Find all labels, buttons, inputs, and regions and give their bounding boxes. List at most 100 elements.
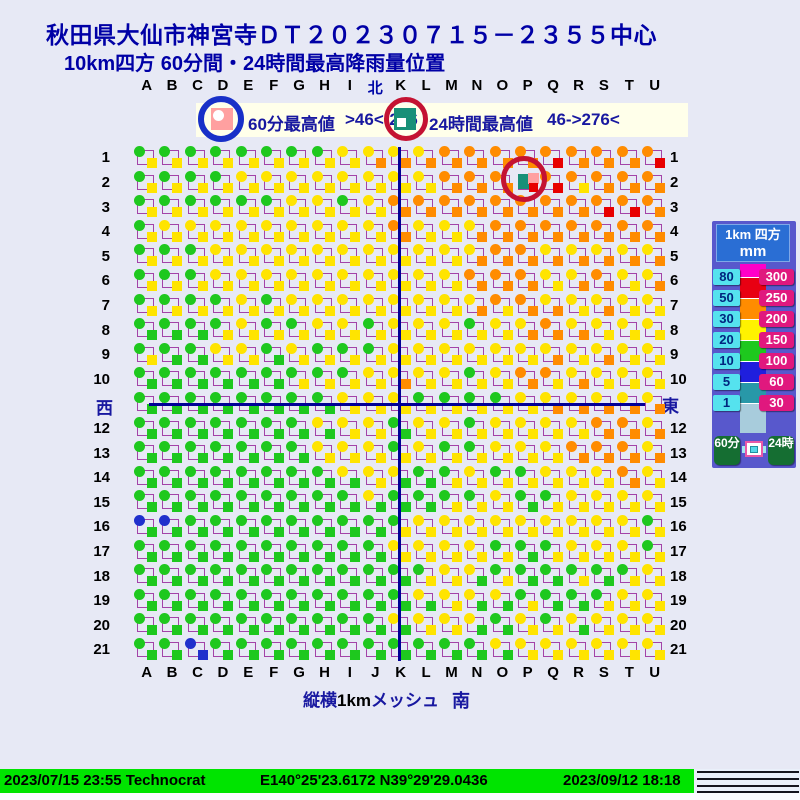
- cell-circle-marker: [261, 342, 272, 354]
- grid-cell: [438, 564, 464, 589]
- cell-circle-marker: [616, 490, 628, 502]
- cell-outline: [289, 322, 307, 338]
- grid-cell: [489, 244, 515, 269]
- grid-cell: [413, 146, 438, 171]
- cell-outline: [518, 223, 535, 239]
- cell-outline: [162, 543, 180, 559]
- cell-square-marker: [147, 625, 157, 636]
- cell-square-marker: [426, 207, 437, 218]
- column-label-bottom: M: [445, 664, 458, 681]
- grid-cell: [642, 195, 667, 220]
- cell-circle-marker: [413, 539, 425, 551]
- cell-square-marker: [477, 600, 488, 611]
- cell-outline: [594, 297, 612, 313]
- cell-circle-marker: [642, 539, 653, 551]
- cell-outline: [289, 519, 307, 534]
- grid-cell: [540, 146, 565, 171]
- cell-outline: [645, 519, 662, 534]
- grid-cell: [184, 195, 210, 220]
- grid-cell: [362, 613, 388, 638]
- cell-circle-marker: [565, 638, 577, 649]
- cell-square-marker: [324, 625, 335, 636]
- cell-square-marker: [350, 231, 361, 242]
- cell-square-marker: [629, 330, 640, 341]
- cell-circle-marker: [388, 392, 399, 403]
- cell-square-marker: [248, 231, 259, 242]
- cell-circle-marker: [134, 441, 145, 453]
- scale-chip-60min: 1: [713, 395, 740, 411]
- cell-circle-marker: [489, 318, 501, 330]
- cell-outline: [314, 371, 332, 387]
- cell-square-marker: [655, 281, 665, 291]
- cell-outline: [416, 445, 434, 461]
- cell-square-marker: [197, 207, 208, 218]
- cell-outline: [619, 420, 637, 436]
- cell-circle-marker: [591, 293, 603, 305]
- cell-square-marker: [426, 305, 437, 316]
- cell-outline: [238, 469, 256, 485]
- cell-outline: [162, 174, 180, 190]
- cell-square-marker: [578, 428, 589, 439]
- cell-circle-marker: [311, 564, 323, 576]
- cell-square-marker: [350, 650, 361, 660]
- cell-outline: [289, 568, 307, 584]
- cell-outline: [238, 519, 256, 534]
- cell-circle-marker: [210, 342, 222, 354]
- cell-square-marker: [451, 305, 462, 316]
- cell-outline: [645, 642, 662, 657]
- cell-square-marker: [223, 330, 234, 341]
- cell-square-marker: [274, 231, 284, 242]
- cell-square-marker: [299, 477, 310, 488]
- cell-square-marker: [451, 453, 462, 464]
- cell-outline: [162, 322, 180, 338]
- cell-outline: [645, 273, 662, 288]
- cell-outline: [467, 469, 485, 485]
- cell-square-marker: [655, 231, 665, 242]
- cell-square-marker: [375, 600, 386, 611]
- cell-circle-marker: [311, 490, 323, 502]
- cell-square-marker: [401, 551, 411, 562]
- cell-square-marker: [528, 600, 538, 611]
- grid-cell: [438, 342, 464, 368]
- cell-circle-marker: [591, 219, 603, 231]
- column-label-bottom: S: [598, 664, 609, 681]
- cell-outline: [467, 371, 485, 387]
- cell-square-marker: [147, 404, 157, 414]
- cell-outline: [492, 223, 510, 239]
- cell-outline: [289, 174, 307, 190]
- cell-circle-marker: [337, 564, 349, 576]
- grid-cell: [134, 146, 159, 171]
- cell-circle-marker: [159, 269, 171, 280]
- cell-outline: [365, 346, 383, 362]
- cell-circle-marker: [210, 392, 222, 403]
- cell-square-marker: [248, 158, 259, 168]
- grid-cell: [337, 613, 362, 638]
- cell-circle-marker: [210, 638, 222, 649]
- cell-outline: [314, 199, 332, 215]
- cell-circle-marker: [210, 588, 222, 600]
- cell-outline: [594, 494, 612, 510]
- cell-outline: [492, 445, 510, 461]
- cell-circle-marker: [642, 342, 653, 354]
- cell-outline: [264, 346, 281, 362]
- grid-cell: [413, 564, 438, 589]
- cell-outline: [187, 543, 205, 559]
- grid-cell: [210, 638, 235, 663]
- cell-square-marker: [375, 453, 386, 464]
- cell-outline: [568, 617, 586, 633]
- cell-outline: [441, 248, 459, 264]
- cell-circle-marker: [286, 588, 298, 600]
- cell-circle-marker: [489, 613, 501, 625]
- cell-circle-marker: [413, 465, 425, 477]
- cell-square-marker: [274, 305, 284, 316]
- cell-outline: [543, 322, 561, 338]
- grid-cell: [616, 195, 642, 220]
- row-label-left: 17: [93, 542, 110, 560]
- cell-square-marker: [451, 576, 462, 587]
- cell-circle-marker: [235, 367, 247, 379]
- cell-square-marker: [401, 281, 411, 291]
- cell-square-marker: [172, 428, 183, 439]
- grid-cell: [184, 219, 210, 245]
- cell-circle-marker: [642, 367, 653, 379]
- cell-outline: [467, 519, 485, 534]
